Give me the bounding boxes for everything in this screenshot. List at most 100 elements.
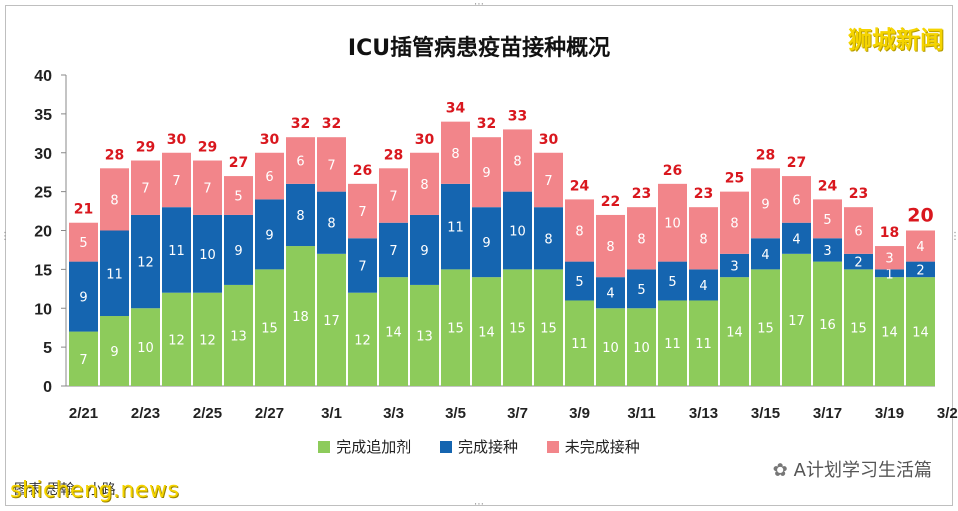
bar-segment-unvaccinated <box>565 199 594 262</box>
data-label-unvaccinated: 4 <box>916 240 924 255</box>
y-tick-label: 0 <box>43 379 52 396</box>
x-tick-label: 3/7 <box>507 405 528 422</box>
data-label-unvaccinated: 8 <box>110 193 118 208</box>
data-label-unvaccinated: 5 <box>823 213 831 228</box>
bar-segment-vaccinated <box>131 214 160 309</box>
bar-segment-booster <box>751 269 780 386</box>
data-label-vaccinated: 1 <box>885 267 893 282</box>
data-label-booster: 14 <box>726 326 743 341</box>
bar-segment-booster <box>441 269 470 386</box>
data-label-vaccinated: 10 <box>509 225 526 240</box>
legend-label-unvaccinated: 未完成接种 <box>564 438 640 456</box>
bar-segment-unvaccinated <box>658 183 687 262</box>
bar-segment-vaccinated <box>441 183 470 270</box>
data-label-unvaccinated: 7 <box>358 205 366 220</box>
legend-item-unvaccinated: 未完成接种 <box>546 436 640 457</box>
bar-segment-vaccinated <box>906 261 935 278</box>
data-label-unvaccinated: 9 <box>761 197 769 212</box>
data-label-booster: 15 <box>509 322 526 337</box>
data-label-vaccinated: 4 <box>761 248 769 263</box>
bar-segment-vaccinated <box>875 269 904 278</box>
chart-credit: 图表 思翰 · 小路 <box>14 482 116 498</box>
data-label-unvaccinated: 8 <box>420 178 428 193</box>
data-label-vaccinated: 5 <box>637 283 645 298</box>
site-watermark: shicheng.news <box>10 478 180 503</box>
data-label-unvaccinated: 6 <box>854 225 862 240</box>
bar-segment-booster <box>286 246 315 386</box>
bar-segment-vaccinated <box>162 207 191 293</box>
total-label: 24 <box>570 178 590 194</box>
data-label-unvaccinated: 7 <box>172 174 180 189</box>
bar-segment-unvaccinated <box>317 137 346 192</box>
bar-segment-booster <box>875 277 904 386</box>
total-label: 29 <box>198 140 217 156</box>
data-label-vaccinated: 4 <box>606 287 614 302</box>
total-label: 33 <box>508 108 527 124</box>
total-label: 27 <box>787 155 806 171</box>
data-label-unvaccinated: 7 <box>141 182 149 197</box>
legend: 完成追加剂 完成接种 未完成接种 <box>0 436 958 457</box>
x-tick-label: 2/21 <box>69 405 98 422</box>
data-label-vaccinated: 11 <box>447 221 464 236</box>
bar-segment-booster <box>100 316 129 386</box>
bar-segment-unvaccinated <box>131 160 160 215</box>
x-tick-label: 3/1 <box>321 405 342 422</box>
data-label-booster: 13 <box>230 329 247 344</box>
bar-segment-unvaccinated <box>69 222 98 262</box>
data-label-booster: 14 <box>881 326 898 341</box>
data-label-unvaccinated: 10 <box>664 217 681 232</box>
bar-segment-unvaccinated <box>503 129 532 192</box>
data-label-unvaccinated: 8 <box>637 232 645 247</box>
data-label-unvaccinated: 7 <box>327 158 335 173</box>
bar-segment-unvaccinated <box>844 207 873 254</box>
bar-segment-vaccinated <box>379 222 408 278</box>
total-label: 18 <box>880 225 899 241</box>
data-label-vaccinated: 9 <box>420 244 428 259</box>
bar-segment-unvaccinated <box>472 137 501 208</box>
bar-segment-booster <box>720 277 749 386</box>
bar-segment-vaccinated <box>472 207 501 278</box>
bar-segment-booster <box>782 253 811 386</box>
total-label: 30 <box>260 132 280 148</box>
bar-segment-booster <box>348 292 377 386</box>
wechat-account-name: A计划学习生活篇 <box>793 460 932 481</box>
bar-segment-booster <box>131 308 160 386</box>
x-tick-label: 3/19 <box>875 405 904 422</box>
data-label-vaccinated: 9 <box>482 236 490 251</box>
total-label: 32 <box>291 116 310 132</box>
total-label: 30 <box>415 132 435 148</box>
bar-segment-unvaccinated <box>193 160 222 215</box>
y-tick-label: 40 <box>34 68 52 85</box>
bar-segment-vaccinated <box>286 183 315 247</box>
bar-segment-vaccinated <box>69 261 98 332</box>
brand-logo: 狮城新闻 <box>848 26 944 54</box>
data-label-unvaccinated: 8 <box>451 147 459 162</box>
bar-segment-unvaccinated <box>596 214 625 278</box>
data-label-unvaccinated: 5 <box>234 190 242 205</box>
bar-segment-vaccinated <box>813 238 842 262</box>
data-label-vaccinated: 5 <box>668 275 676 290</box>
wechat-watermark: ✿ A计划学习生活篇 <box>773 456 932 482</box>
data-label-booster: 12 <box>168 333 185 348</box>
legend-label-vaccinated: 完成接种 <box>457 438 518 456</box>
bar-segment-booster <box>844 269 873 386</box>
total-label: 28 <box>384 147 403 163</box>
x-tick-label: 2/23 <box>131 405 160 422</box>
bar-segment-vaccinated <box>100 230 129 317</box>
x-tick-label: 3/9 <box>569 405 590 422</box>
bar-segment-vaccinated <box>255 199 284 270</box>
data-label-vaccinated: 7 <box>358 259 366 274</box>
frame-handle-left: ⋮ <box>0 231 10 242</box>
legend-item-vaccinated: 完成接种 <box>439 436 518 457</box>
data-label-unvaccinated: 8 <box>730 217 738 232</box>
data-label-unvaccinated: 8 <box>606 240 614 255</box>
total-label: 28 <box>105 147 124 163</box>
frame-handle-top: ⋯ <box>474 0 484 10</box>
bar-segment-booster <box>565 300 594 386</box>
data-label-unvaccinated: 8 <box>575 225 583 240</box>
frame-handle-right: ⋮ <box>950 231 958 242</box>
total-label: 30 <box>539 132 559 148</box>
x-tick-label: 3/3 <box>383 405 404 422</box>
data-label-unvaccinated: 6 <box>296 155 304 170</box>
